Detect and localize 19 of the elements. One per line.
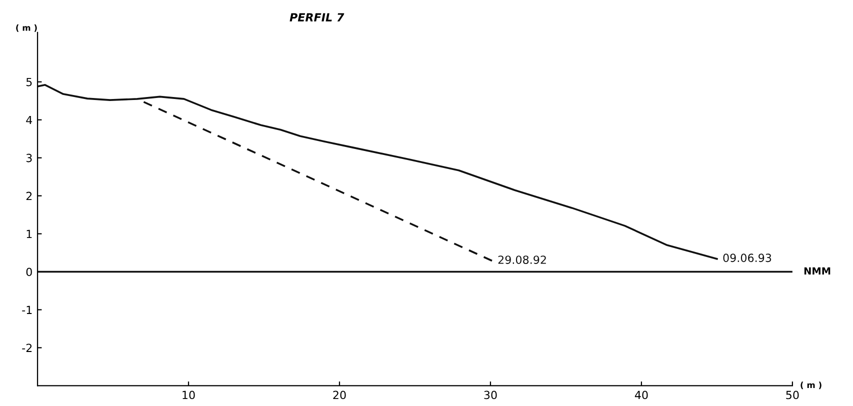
y-tick-label: 5 <box>26 78 32 86</box>
y-tick-label: -2 <box>22 344 32 352</box>
x-tick-label: 50 <box>786 390 799 400</box>
series-label: 09.06.93 <box>723 254 772 262</box>
series-label: 29.08.92 <box>498 256 546 264</box>
x-tick-label: 30 <box>484 390 497 400</box>
y-tick-label: 2 <box>26 192 32 200</box>
chart-title: PERFIL 7 <box>290 13 344 22</box>
y-tick-label: 4 <box>26 116 32 124</box>
x-axis-title: ( m ) <box>800 382 822 390</box>
y-tick-label: 1 <box>26 230 32 238</box>
x-tick-label: 20 <box>333 390 346 400</box>
y-tick-label: 3 <box>26 154 32 162</box>
x-tick-label: 40 <box>634 390 648 400</box>
ref-line-label: NMM <box>804 267 830 274</box>
x-tick-label: 10 <box>182 390 195 400</box>
y-tick-label: 0 <box>26 268 32 276</box>
y-tick-label: -1 <box>22 306 32 314</box>
y-axis-title: ( m ) <box>16 24 37 32</box>
